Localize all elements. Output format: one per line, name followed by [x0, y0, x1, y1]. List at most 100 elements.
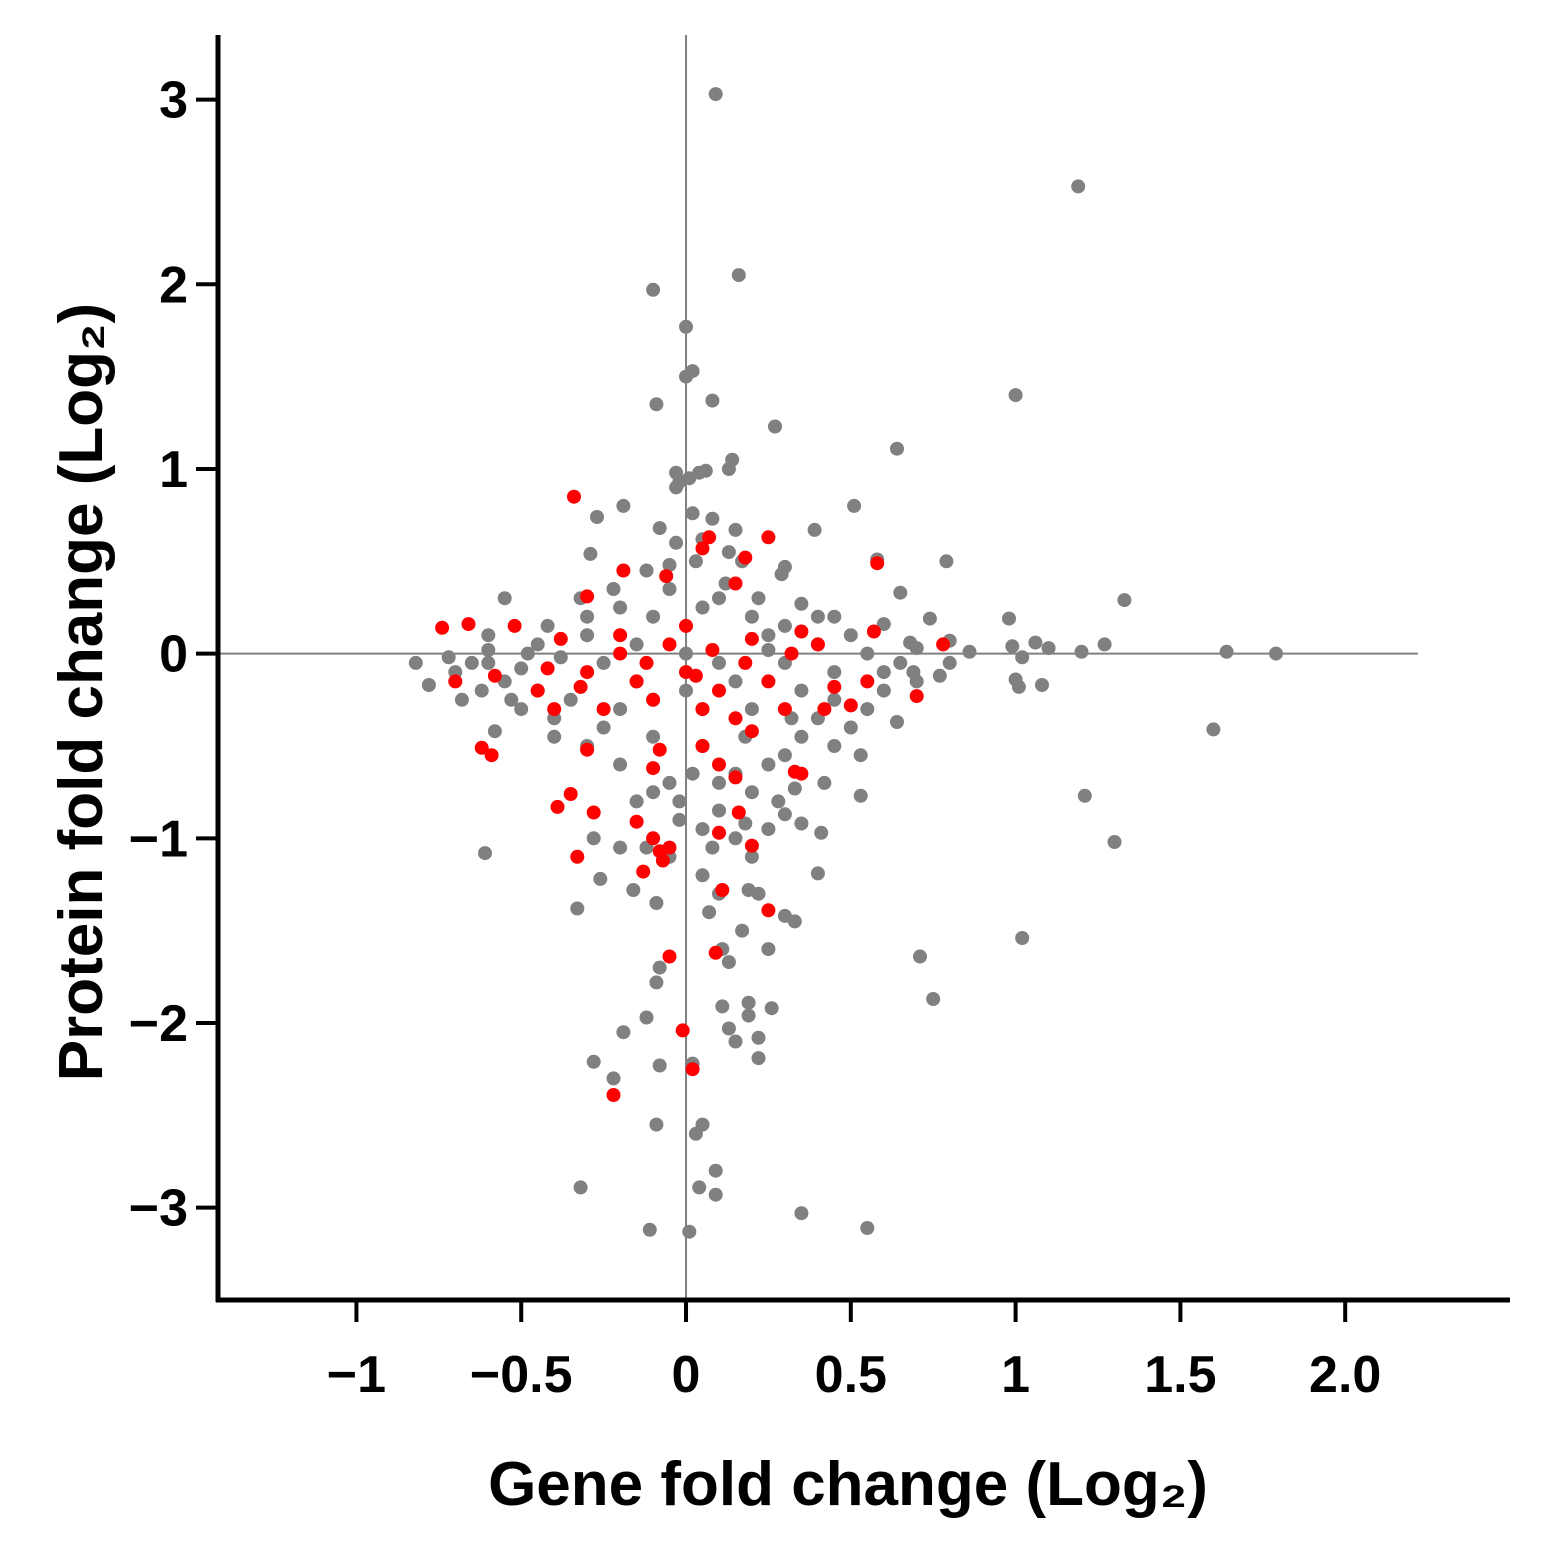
data-point-series0-187 — [712, 655, 726, 670]
data-point-series0-87 — [827, 692, 842, 707]
data-point-series0-78 — [481, 655, 496, 670]
data-point-series1-21 — [487, 668, 502, 683]
data-point-series1-22 — [530, 683, 545, 698]
data-point-series0-116 — [712, 803, 726, 818]
data-point-series0-161 — [586, 1054, 601, 1069]
data-point-series0-65 — [1269, 646, 1283, 661]
data-point-series0-175 — [672, 794, 687, 809]
data-point-series0-173 — [682, 1224, 697, 1239]
data-point-series0-70 — [408, 655, 423, 670]
tick-labels: −1 −0.5 0 0.5 1 1.5 2.0 −3 −2 −1 0 1 2 3 — [129, 72, 1382, 1404]
data-point-series0-106 — [712, 775, 726, 790]
data-point-series0-203 — [679, 683, 693, 698]
data-point-series1-37 — [728, 711, 743, 726]
data-point-series0-13 — [721, 462, 736, 476]
data-point-series1-76 — [688, 668, 703, 683]
y-tick-label-3: 0 — [159, 626, 188, 684]
data-point-series0-75 — [514, 702, 529, 717]
x-axis-title: Gene fold change (Log₂) — [488, 1450, 1208, 1519]
data-point-series1-18 — [744, 631, 759, 646]
data-point-series1-56 — [712, 825, 726, 840]
data-point-series1-79 — [540, 661, 555, 676]
data-point-series0-41 — [893, 585, 908, 600]
data-point-series0-21 — [616, 498, 631, 513]
data-point-series0-18 — [682, 471, 697, 486]
data-point-series0-81 — [1035, 678, 1049, 692]
data-point-series1-14 — [507, 618, 522, 633]
data-point-series0-191 — [613, 702, 628, 717]
data-point-series0-44 — [751, 591, 766, 606]
data-point-series0-85 — [876, 683, 891, 698]
data-point-series0-107 — [662, 775, 677, 790]
data-point-series0-168 — [692, 1180, 707, 1195]
data-point-series1-78 — [784, 646, 799, 661]
x-tick-label-1: −0.5 — [470, 1346, 573, 1404]
data-point-series0-35 — [721, 545, 736, 560]
data-point-series0-6 — [685, 364, 700, 379]
data-point-series0-179 — [909, 674, 924, 689]
data-points — [408, 87, 1283, 1239]
data-point-series0-33 — [774, 567, 789, 582]
data-point-series0-121 — [478, 846, 492, 861]
data-point-series0-181 — [441, 650, 456, 665]
data-point-series0-62 — [1097, 637, 1112, 652]
data-point-series0-146 — [913, 949, 927, 964]
data-point-series0-22 — [590, 510, 604, 524]
data-point-series0-100 — [853, 788, 868, 803]
data-point-series0-151 — [741, 995, 756, 1010]
data-point-series0-60 — [1028, 635, 1043, 650]
data-point-series0-86 — [860, 702, 875, 717]
axes — [196, 35, 1510, 1322]
data-point-series0-43 — [794, 596, 809, 611]
data-point-series1-3 — [695, 541, 710, 556]
data-point-series0-197 — [646, 609, 661, 624]
data-point-series0-58 — [843, 628, 858, 643]
data-point-series0-142 — [761, 942, 776, 957]
data-point-series0-42 — [922, 611, 937, 626]
data-point-series0-111 — [794, 816, 809, 831]
data-point-series1-1 — [761, 530, 776, 545]
data-point-series0-133 — [649, 896, 664, 910]
data-point-series1-63 — [636, 864, 651, 879]
data-point-series0-190 — [563, 692, 578, 707]
y-tick-label-0: −3 — [129, 1180, 188, 1238]
data-point-series0-27 — [652, 521, 667, 536]
data-point-series1-9 — [580, 589, 595, 604]
x-tick-label-5: 1.5 — [1144, 1346, 1216, 1404]
data-point-series1-15 — [553, 631, 568, 646]
data-point-series0-72 — [454, 692, 469, 707]
data-point-series0-194 — [744, 702, 759, 717]
data-point-series0-128 — [613, 840, 628, 855]
data-point-series0-188 — [761, 643, 776, 657]
data-point-series0-150 — [715, 999, 730, 1014]
data-point-series0-141 — [735, 923, 750, 938]
data-point-series1-71 — [613, 646, 628, 661]
data-point-series0-170 — [573, 1180, 588, 1195]
data-point-series0-155 — [751, 1030, 766, 1045]
data-point-series1-31 — [909, 689, 924, 704]
data-point-series0-144 — [652, 960, 667, 975]
data-point-series0-176 — [685, 766, 700, 781]
data-point-series1-34 — [596, 702, 611, 717]
y-tick-label-6: 3 — [159, 72, 188, 130]
y-tick-label-1: −2 — [129, 995, 188, 1053]
data-point-series0-93 — [827, 739, 842, 753]
data-point-series1-73 — [705, 643, 720, 657]
data-point-series0-158 — [639, 1010, 654, 1025]
reference-lines — [218, 35, 1418, 1300]
data-point-series0-68 — [962, 644, 977, 659]
data-point-series1-12 — [866, 624, 881, 639]
data-point-series1-75 — [639, 655, 654, 670]
data-point-series1-16 — [613, 628, 628, 643]
data-point-series1-69 — [685, 1062, 700, 1077]
data-point-series0-110 — [1077, 788, 1092, 803]
data-point-series0-48 — [613, 600, 628, 615]
data-point-series0-165 — [695, 1117, 710, 1132]
data-point-series1-36 — [695, 702, 710, 717]
data-point-series0-101 — [817, 775, 832, 790]
data-point-series0-204 — [728, 674, 743, 689]
data-point-series0-182 — [514, 661, 529, 676]
data-point-series1-27 — [761, 674, 776, 689]
data-point-series0-206 — [827, 665, 842, 680]
data-point-series0-8 — [649, 397, 664, 412]
